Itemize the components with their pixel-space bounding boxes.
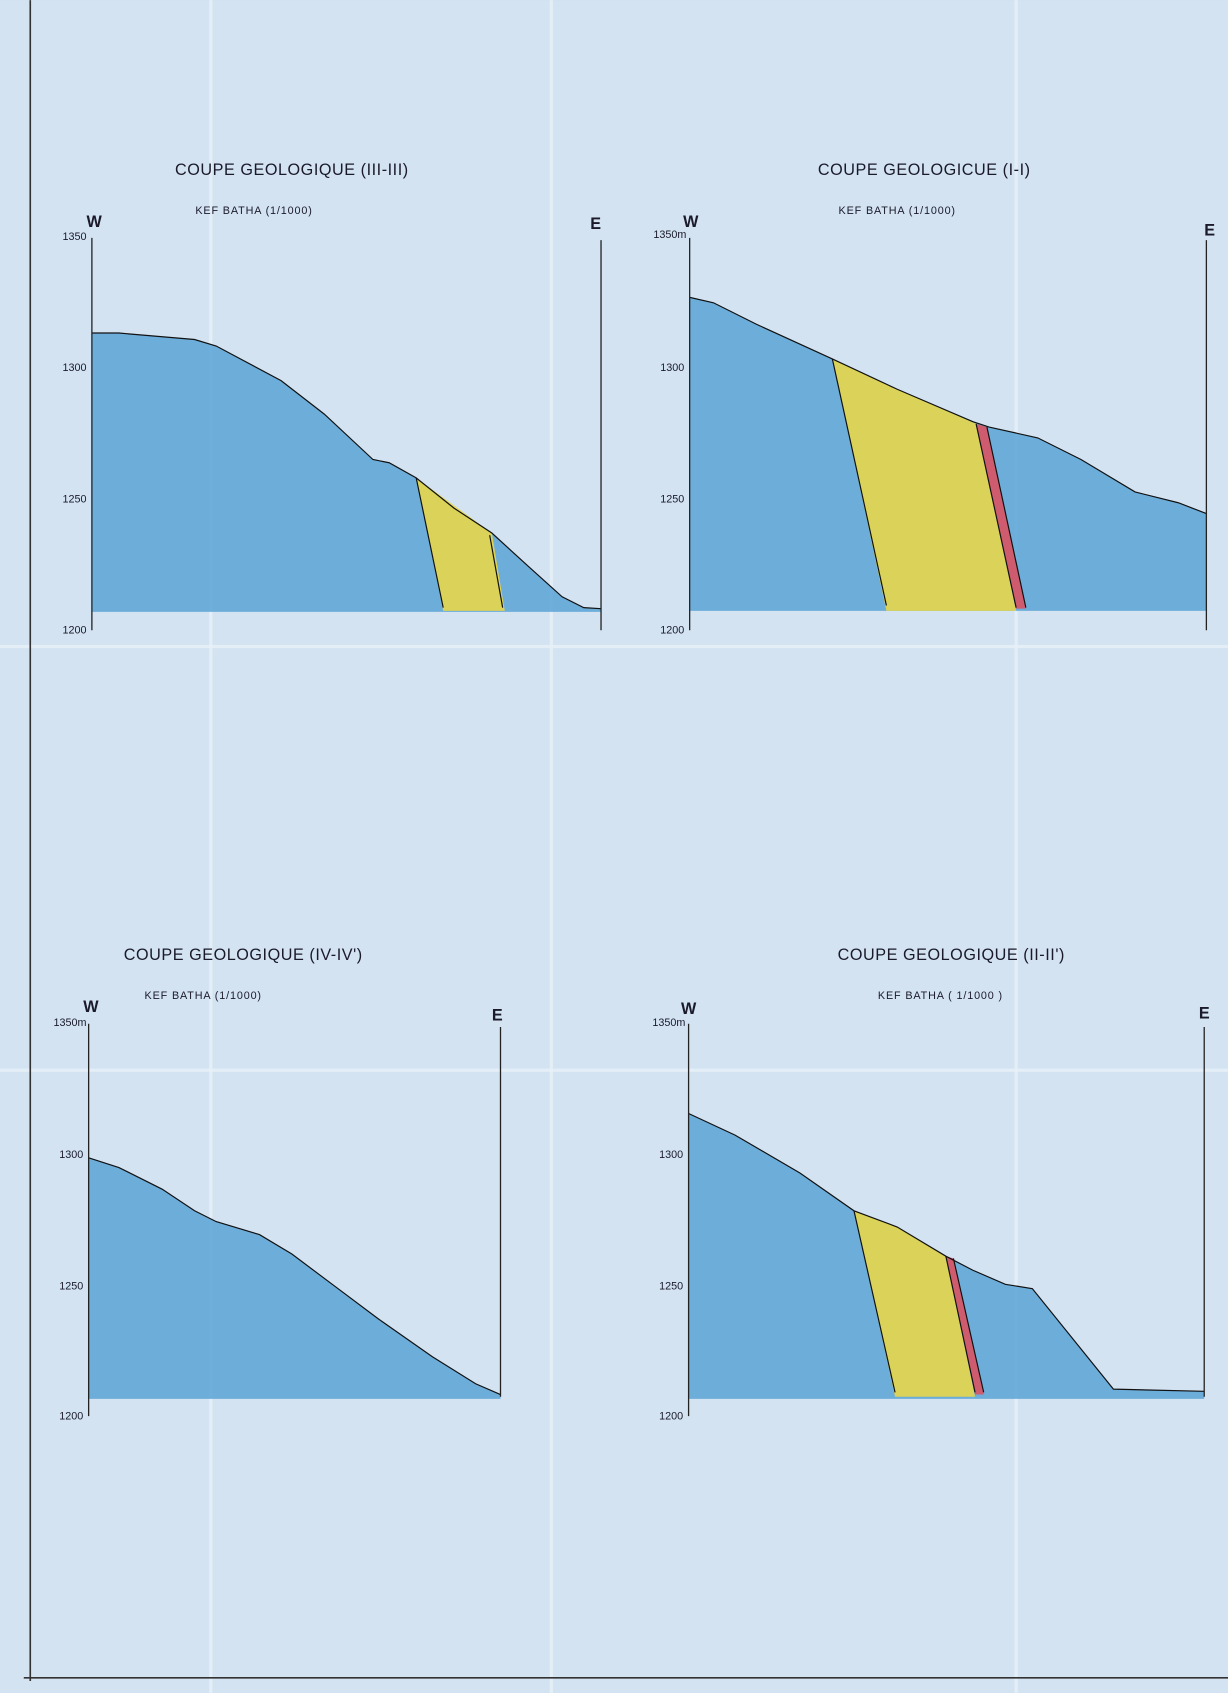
section-title: COUPE GEOLOGICUE (I-I) — [818, 161, 1031, 179]
elevation-label: 1350m — [652, 1017, 685, 1029]
contact — [853, 1210, 896, 1393]
ore-band — [832, 358, 1017, 611]
elevation-label: 1200 — [59, 1410, 83, 1422]
section-subtitle: KEF BATHA ( 1/1000 ) — [878, 990, 1003, 1002]
west-label: W — [86, 213, 102, 231]
elevation-label: 1350 — [62, 231, 86, 243]
contact — [952, 1258, 985, 1393]
contact — [489, 535, 504, 608]
elevation-label: 1250 — [659, 1281, 683, 1293]
fault-band — [945, 1256, 984, 1395]
section: COUPE GEOLOGIQUE (IV-IV') KEF BATHA (1/1… — [53, 946, 502, 1422]
west-label: W — [683, 213, 699, 231]
east-label: E — [492, 1007, 503, 1025]
east-label: E — [1204, 222, 1215, 240]
section-subtitle: KEF BATHA (1/1000) — [839, 205, 956, 217]
east-label: E — [590, 215, 601, 233]
fault-band — [976, 423, 1026, 609]
east-label: E — [1199, 1004, 1210, 1022]
west-label: W — [681, 1000, 697, 1018]
section-title: COUPE GEOLOGIQUE (II-II') — [838, 946, 1065, 964]
section-title: COUPE GEOLOGIQUE (IV-IV') — [124, 946, 363, 964]
elevation-label: 1300 — [62, 362, 86, 374]
topographic-profile — [91, 332, 602, 610]
elevation-label: 1200 — [659, 1410, 683, 1422]
elevation-label: 1250 — [59, 1281, 83, 1293]
contact — [831, 358, 887, 606]
section: COUPE GEOLOGIQUE (II-II') KEF BATHA ( 1/… — [652, 946, 1209, 1422]
elevation-label: 1350m — [53, 1017, 86, 1029]
section: COUPE GEOLOGICUE (I-I) KEF BATHA (1/1000… — [653, 161, 1215, 636]
section: COUPE GEOLOGIQUE (III-III) KEF BATHA (1/… — [62, 161, 602, 637]
ore-band — [853, 1210, 976, 1397]
elevation-label: 1200 — [62, 625, 86, 637]
section-subtitle: KEF BATHA (1/1000) — [195, 205, 312, 217]
topographic-profile — [88, 1157, 501, 1396]
elevation-label: 1200 — [660, 625, 684, 637]
limestone — [688, 1113, 1205, 1399]
topographic-profile — [689, 296, 1207, 515]
elevation-label: 1250 — [660, 494, 684, 506]
contact — [975, 423, 1017, 608]
limestone — [88, 1157, 501, 1399]
elevation-label: 1300 — [659, 1149, 683, 1161]
ore-band — [416, 477, 505, 611]
section-subtitle: KEF BATHA (1/1000) — [145, 990, 262, 1002]
elevation-label: 1250 — [62, 494, 86, 506]
contact — [986, 426, 1027, 608]
elevation-label: 1300 — [660, 362, 684, 374]
section-title: COUPE GEOLOGIQUE (III-III) — [175, 161, 409, 179]
topographic-profile — [688, 1112, 1205, 1392]
contact — [945, 1256, 976, 1393]
elevation-label: 1300 — [59, 1149, 83, 1161]
elevation-label: 1350m — [653, 229, 686, 241]
west-label: W — [83, 998, 99, 1016]
contact — [415, 477, 444, 608]
